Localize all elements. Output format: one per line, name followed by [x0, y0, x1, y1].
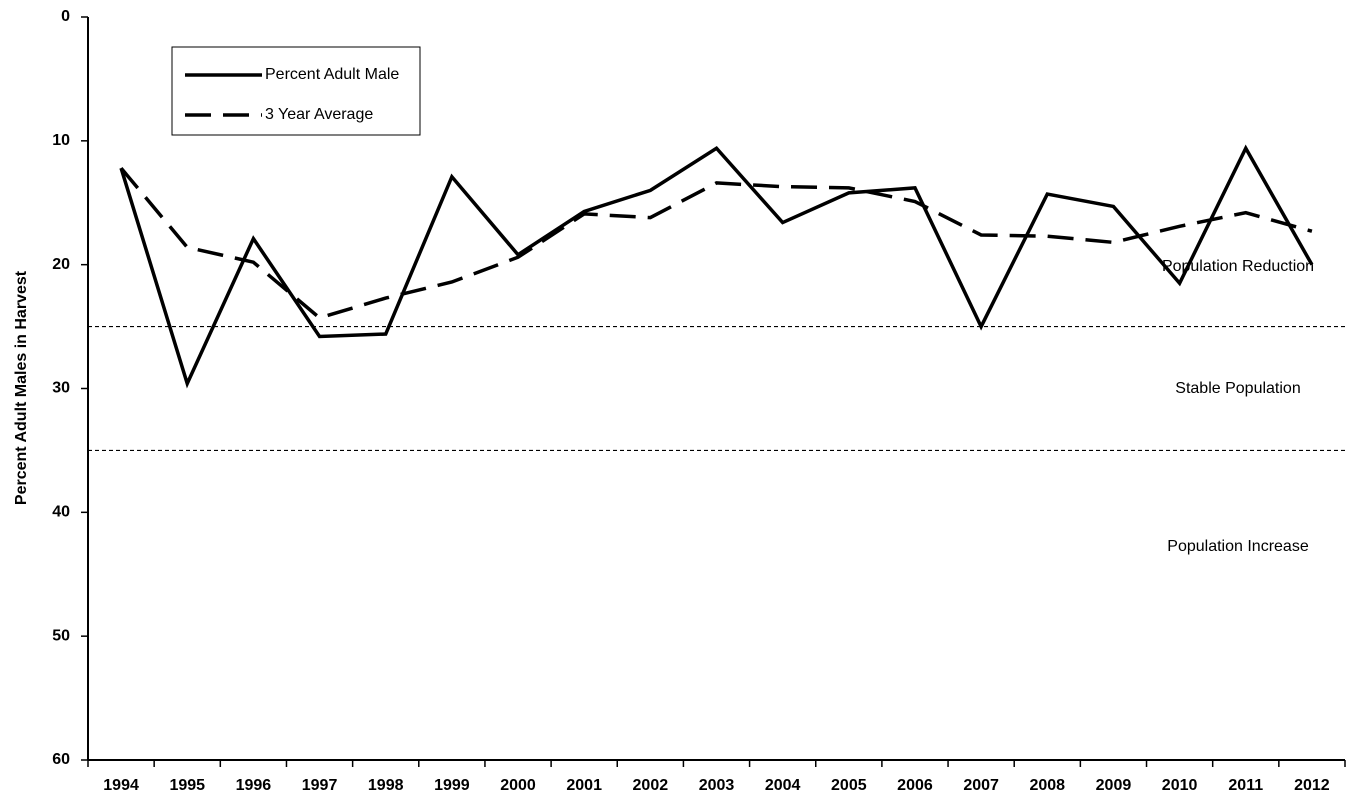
x-tick-label: 2008	[1029, 777, 1065, 794]
x-tick-label: 1994	[103, 777, 139, 794]
y-tick-label: 20	[52, 256, 70, 273]
x-tick-label: 2000	[500, 777, 536, 794]
x-tick-label: 2001	[566, 777, 602, 794]
series-line	[119, 144, 1314, 389]
annotation: Population Reduction	[1162, 258, 1314, 275]
legend-label: 3 Year Average	[265, 106, 373, 123]
x-tick-label: 2011	[1228, 777, 1263, 794]
x-tick-label: 2003	[699, 777, 735, 794]
y-tick-label: 40	[52, 504, 70, 521]
annotation: Population Increase	[1167, 538, 1309, 555]
x-tick-label: 1996	[236, 777, 272, 794]
x-tick-label: 1997	[302, 777, 338, 794]
x-tick-label: 2012	[1294, 777, 1330, 794]
x-tick-label: 2010	[1162, 777, 1198, 794]
y-tick-label: 10	[52, 132, 70, 149]
x-tick-label: 2004	[765, 777, 801, 794]
x-tick-label: 1995	[169, 777, 205, 794]
x-tick-label: 1999	[434, 777, 470, 794]
annotation: Stable Population	[1175, 380, 1300, 397]
x-tick-label: 2002	[633, 777, 669, 794]
x-tick-label: 2007	[963, 777, 999, 794]
y-tick-label: 50	[52, 627, 70, 644]
series-line	[119, 166, 1313, 320]
legend-box	[171, 46, 421, 136]
x-tick-label: 2005	[831, 777, 867, 794]
y-axis-label: Percent Adult Males in Harvest	[13, 270, 30, 505]
x-tick-label: 2006	[897, 777, 933, 794]
x-tick-label: 1998	[368, 777, 404, 794]
y-tick-label: 60	[52, 751, 70, 768]
y-tick-label: 0	[61, 8, 70, 25]
legend-label: Percent Adult Male	[265, 66, 399, 83]
y-tick-label: 30	[52, 380, 70, 397]
x-tick-label: 2009	[1096, 777, 1132, 794]
